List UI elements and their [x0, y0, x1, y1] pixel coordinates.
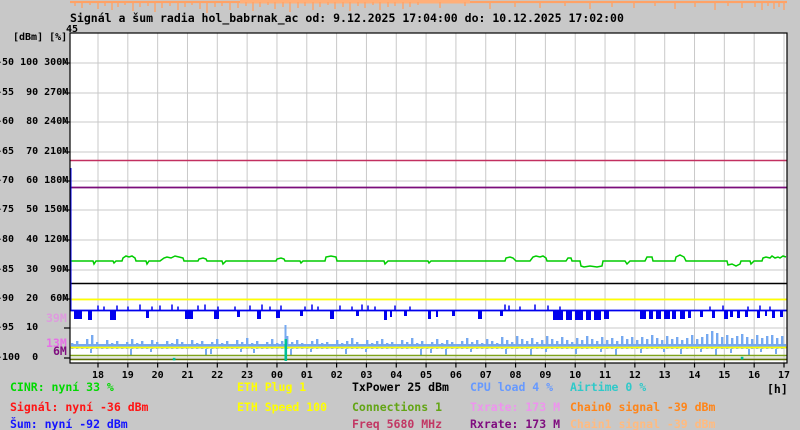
- hour-label-08: 08: [509, 370, 522, 381]
- legend-šum: Šum: nyní -92 dBm: [10, 417, 128, 430]
- rate-marker-13M: 13M: [46, 336, 67, 350]
- hour-label-21: 21: [181, 370, 194, 381]
- legend-eth: ETH Speed 100: [237, 400, 328, 414]
- legend-cpu: CPU load 4 %: [470, 380, 554, 394]
- x-axis-unit-label: [h]: [767, 382, 788, 396]
- hour-label-17: 17: [777, 370, 790, 381]
- hour-label-11: 11: [599, 370, 612, 381]
- legend-signál: Signál: nyní -36 dBm: [10, 400, 149, 414]
- hour-label-05: 05: [420, 370, 433, 381]
- legend-connections: Connections 1: [352, 400, 443, 414]
- y-axis-row-6: -80 40 120M: [0, 233, 69, 245]
- y-axis-row-9: -95 10: [0, 321, 39, 333]
- rate-marker-39M: 39M: [46, 311, 67, 325]
- y-axis-row-4: -70 60 180M: [0, 174, 69, 186]
- hour-label-03: 03: [360, 370, 373, 381]
- hour-label-00: 00: [270, 370, 283, 381]
- y-axis-top-label: 45: [66, 24, 79, 35]
- legend-chain1: Chain1 signal -39 dBm: [570, 417, 716, 430]
- hour-label-06: 06: [449, 370, 462, 381]
- hour-label-15: 15: [718, 370, 731, 381]
- legend-cinr: CINR: nyní 33 %: [10, 380, 114, 394]
- hour-label-07: 07: [479, 370, 492, 381]
- hour-label-23: 23: [241, 370, 254, 381]
- legend-txrate: Txrate: 173 M: [470, 400, 561, 414]
- hour-label-13: 13: [658, 370, 671, 381]
- legend-txpower: TxPower 25 dBm: [352, 380, 449, 394]
- hour-label-12: 12: [628, 370, 641, 381]
- y-axis-row-2: -60 80 240M: [0, 115, 69, 127]
- hour-label-22: 22: [211, 370, 224, 381]
- hour-label-02: 02: [330, 370, 343, 381]
- hour-label-20: 20: [151, 370, 164, 381]
- y-axis-row-8: -90 20 60M: [0, 292, 69, 304]
- hour-label-19: 19: [121, 370, 134, 381]
- y-axis-row-7: -85 30 90M: [0, 263, 69, 275]
- hour-label-09: 09: [539, 370, 552, 381]
- legend-chain0: Chain0 signal -39 dBm: [570, 400, 716, 414]
- rate-marker-6M: 6M: [53, 344, 67, 358]
- hour-label-14: 14: [688, 370, 701, 381]
- legend-rxrate: Rxrate: 173 M: [470, 417, 561, 430]
- legend-freq: Freq 5680 MHz: [352, 417, 443, 430]
- y-axis-row-0: -50 100 300M: [0, 56, 69, 68]
- y-axis-row-3: -65 70 210M: [0, 145, 69, 157]
- legend-eth: ETH Plug 1: [237, 380, 307, 394]
- y-axis-row-5: -75 50 150M: [0, 203, 69, 215]
- chart-title: Signál a šum radia hol_babrnak_ac od: 9.…: [70, 11, 624, 25]
- hour-label-01: 01: [300, 370, 313, 381]
- hour-label-04: 04: [390, 370, 403, 381]
- y-axis-row-10: -100 0: [0, 351, 39, 363]
- y-axis-row-1: -55 90 270M: [0, 86, 69, 98]
- hour-label-18: 18: [91, 370, 105, 381]
- y-axis-units-label: [dBm] [%]: [13, 32, 68, 43]
- legend-airtime: Airtime 0 %: [570, 380, 647, 394]
- hour-label-10: 10: [569, 370, 582, 381]
- hour-label-16: 16: [748, 370, 761, 381]
